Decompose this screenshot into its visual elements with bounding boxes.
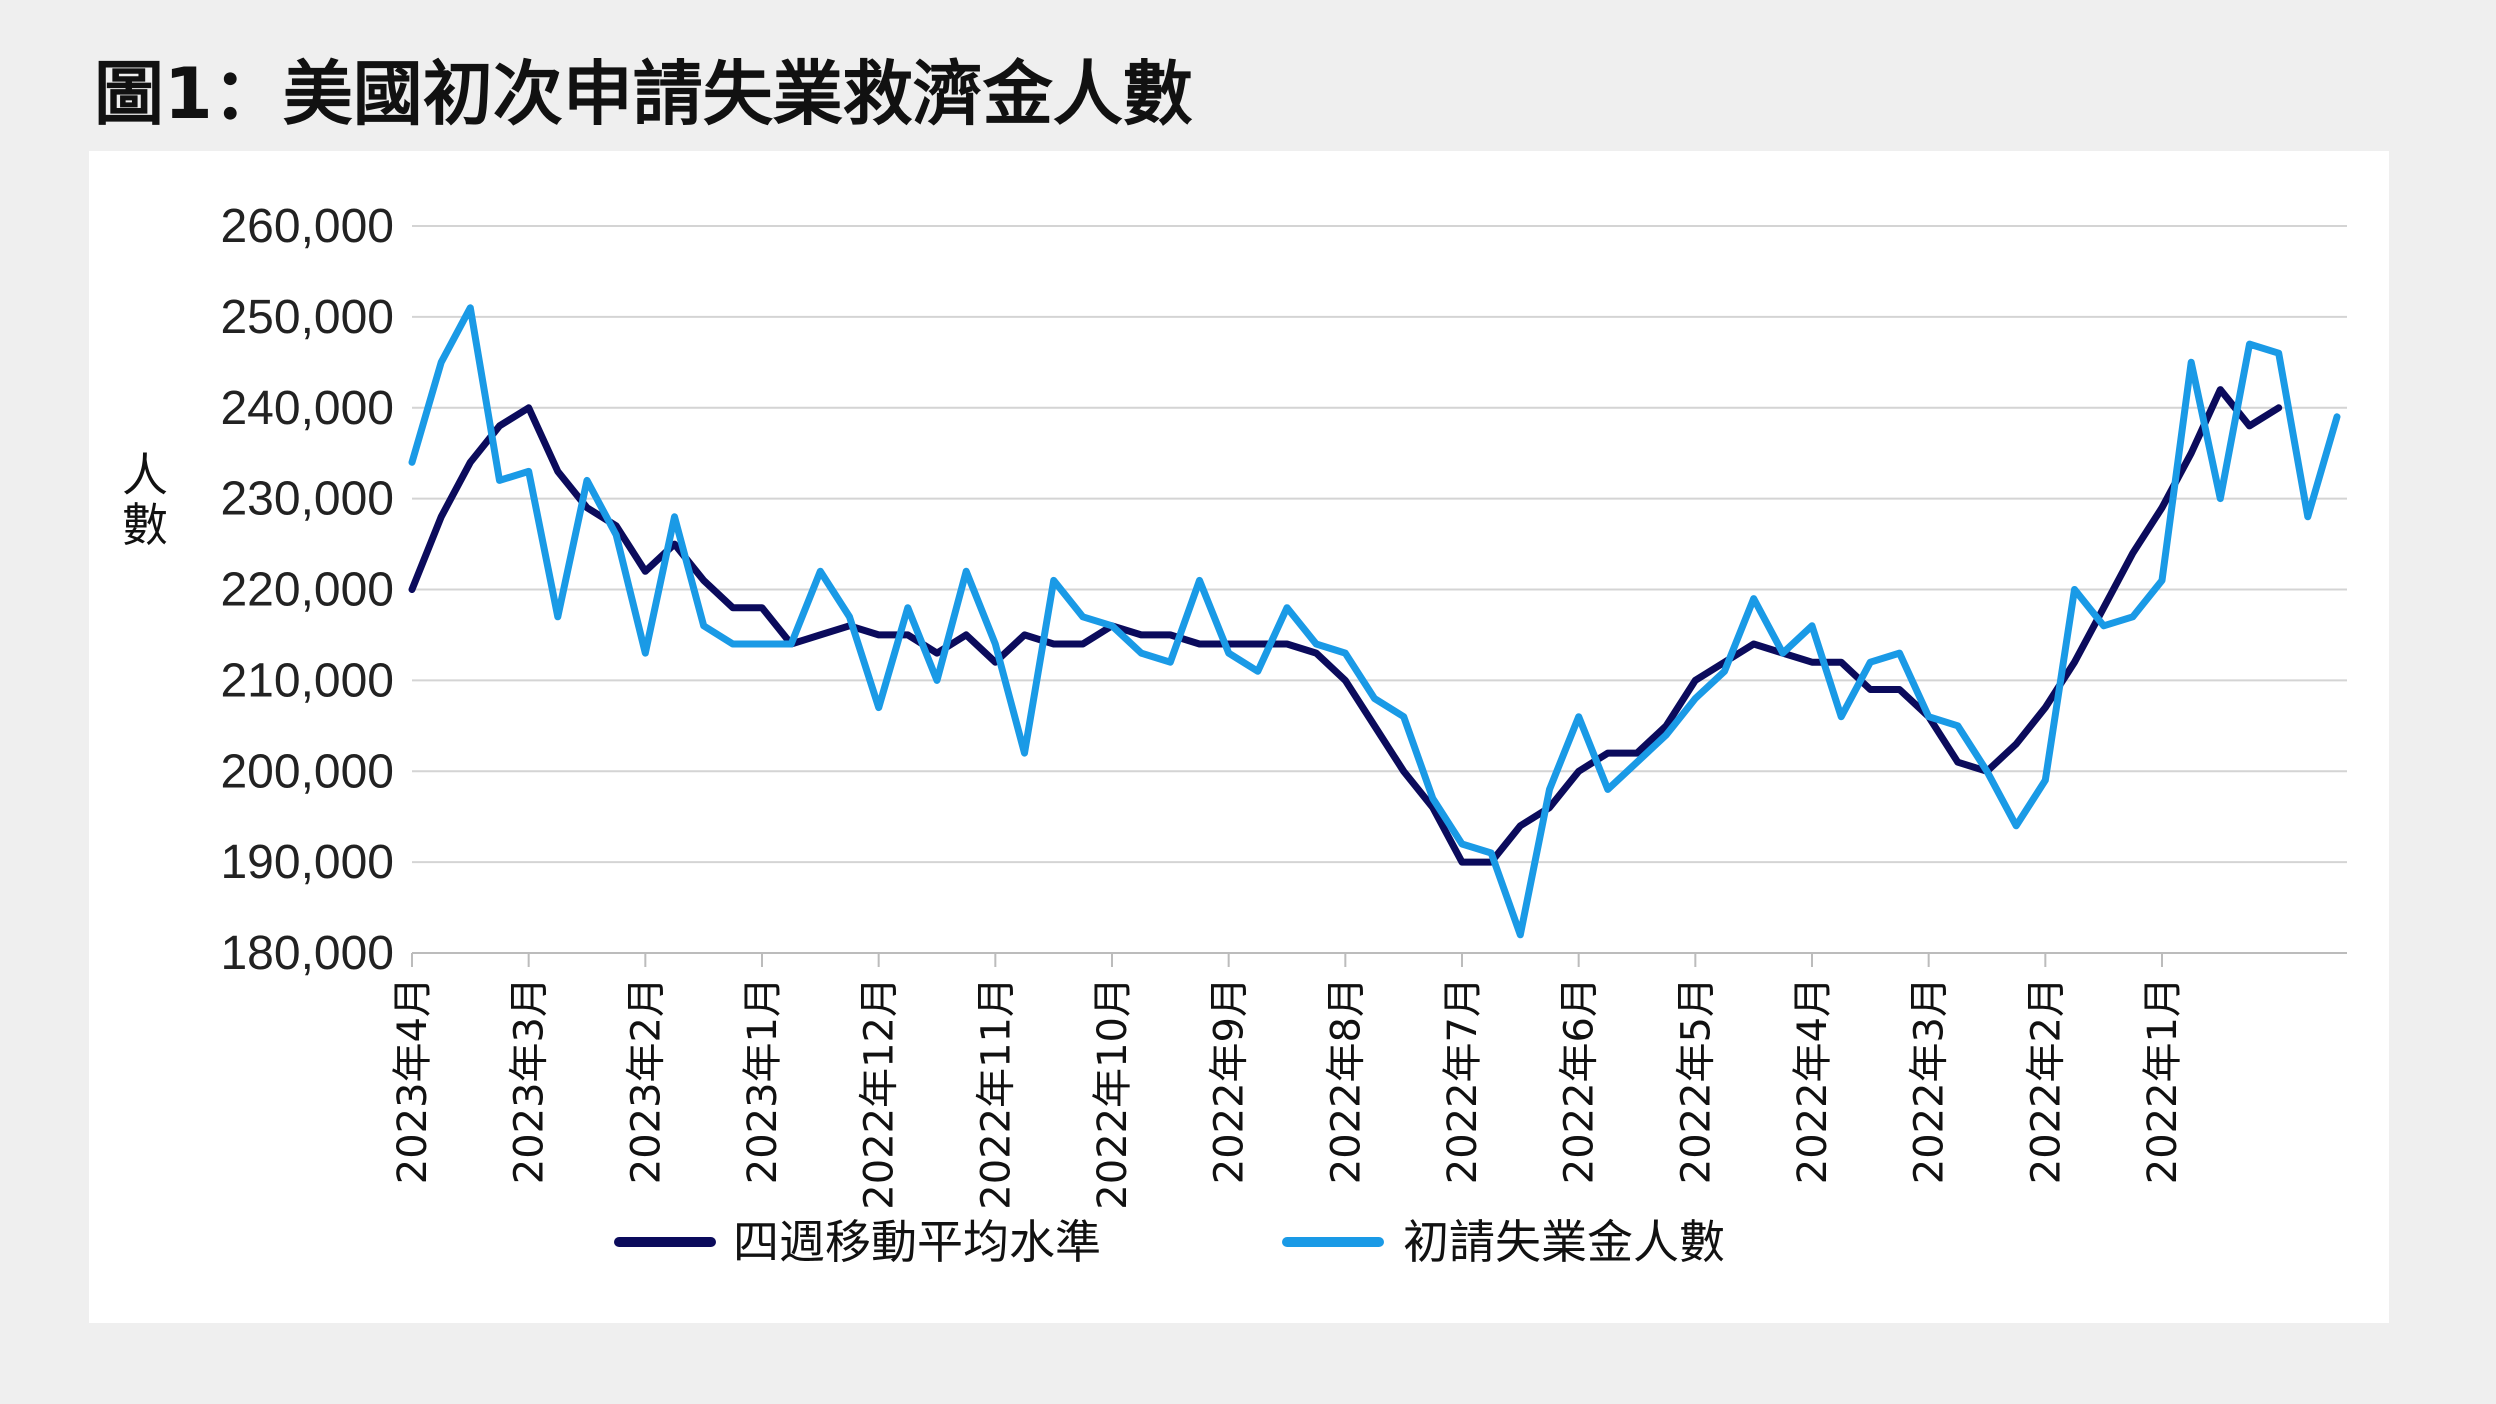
y-tick-label: 220,000: [220, 564, 394, 617]
x-axis: [411, 953, 2163, 967]
x-tick-label: 2022年3月: [1907, 977, 1953, 1184]
page-title: 圖1：美國初次申請失業救濟金人數: [94, 53, 1193, 135]
series-line-initial-claims: [408, 304, 2341, 939]
legend-label: 四週移動平均水準: [733, 1215, 1101, 1269]
x-tick-label: 2022年6月: [1557, 977, 1603, 1184]
y-tick-label: 210,000: [220, 654, 394, 707]
x-tick-label: 2023年1月: [740, 977, 786, 1184]
x-tick-label: 2022年11月: [973, 977, 1019, 1210]
x-tick-label: 2022年9月: [1207, 977, 1253, 1184]
y-tick-label: 190,000: [220, 836, 394, 889]
x-tick-label: 2022年7月: [1440, 977, 1486, 1184]
x-tick-label: 2022年10月: [1090, 977, 1136, 1210]
y-tick-label: 230,000: [220, 473, 394, 526]
y-tick-label: 200,000: [220, 745, 394, 798]
grid-lines: [412, 225, 2347, 954]
y-tick-label: 180,000: [220, 927, 394, 980]
series-lines: [408, 304, 2341, 939]
x-tick-label: 2022年2月: [2023, 977, 2069, 1184]
x-axis-tick-labels: 2023年4月 2023年3月 2023年2月 2023年1月 2022年12月 2022…: [390, 977, 2186, 1210]
x-tick-label: 2022年4月: [1790, 977, 1836, 1184]
y-axis-tick-labels: 260,000 250,000 240,000 230,000 220,000 210,0…: [220, 200, 394, 980]
series-line-moving-average: [408, 386, 2283, 866]
line-chart: 260,000 250,000 240,000 230,000 220,000 210,0…: [122, 200, 2347, 1269]
y-tick-label: 250,000: [220, 291, 394, 344]
x-tick-label: 2022年8月: [1323, 977, 1369, 1184]
x-tick-label: 2022年12月: [857, 977, 903, 1210]
legend: 四週移動平均水準 初請失業金人數: [614, 1215, 1725, 1269]
y-tick-label: 240,000: [220, 382, 394, 435]
legend-label: 初請失業金人數: [1403, 1215, 1725, 1269]
y-axis-label: 人數: [122, 448, 168, 552]
x-tick-label: 2023年4月: [390, 977, 436, 1184]
x-tick-label: 2023年3月: [507, 977, 553, 1184]
y-tick-label: 260,000: [220, 200, 394, 253]
x-tick-label: 2023年2月: [623, 977, 669, 1184]
x-tick-label: 2022年1月: [2140, 977, 2186, 1184]
chart-panel: 260,000 250,000 240,000 230,000 220,000 210,0…: [89, 151, 2389, 1323]
x-tick-label: 2022年5月: [1673, 977, 1719, 1184]
